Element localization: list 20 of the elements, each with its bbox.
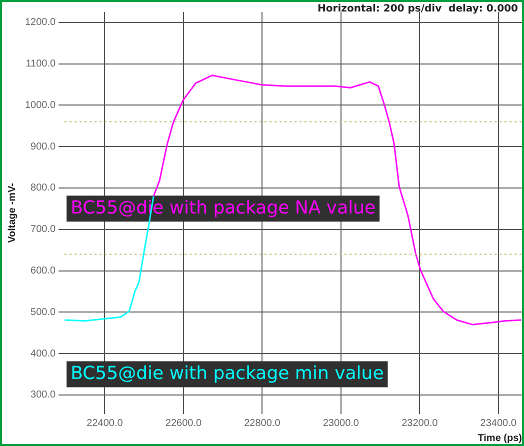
annotation: Horizontal: 200 ps/div delay: 0.000 bbox=[318, 4, 518, 15]
y-tick-label: 300.0 bbox=[30, 390, 56, 401]
y-tick-label: 1100.0 bbox=[26, 58, 56, 70]
x-tick-label: 22400.0 bbox=[86, 418, 124, 429]
y-axis-title: Voltage -mV- bbox=[6, 183, 18, 243]
x-tick-label: 22600.0 bbox=[165, 418, 202, 429]
y-tick-label: 500.0 bbox=[30, 306, 56, 318]
x-tick-label: 23000.0 bbox=[322, 418, 360, 429]
y-tick-label: 400.0 bbox=[30, 348, 56, 360]
y-tick-label: 900.0 bbox=[30, 141, 56, 152]
y-tick-label: 700.0 bbox=[30, 224, 56, 236]
x-tick-label: 23400.0 bbox=[480, 418, 517, 429]
y-tick-label: 1000.0 bbox=[24, 100, 56, 111]
y-tick-label: 600.0 bbox=[30, 266, 56, 277]
x-tick-label: 23200.0 bbox=[402, 418, 438, 429]
text: BC55@die with package min value bbox=[70, 362, 384, 384]
x-axis-title: Time (ps) bbox=[478, 432, 522, 444]
x-tick-label: 22800.0 bbox=[244, 418, 281, 429]
y-tick-label: 1200.0 bbox=[24, 17, 56, 28]
y-tick-label: 800.0 bbox=[30, 182, 56, 194]
